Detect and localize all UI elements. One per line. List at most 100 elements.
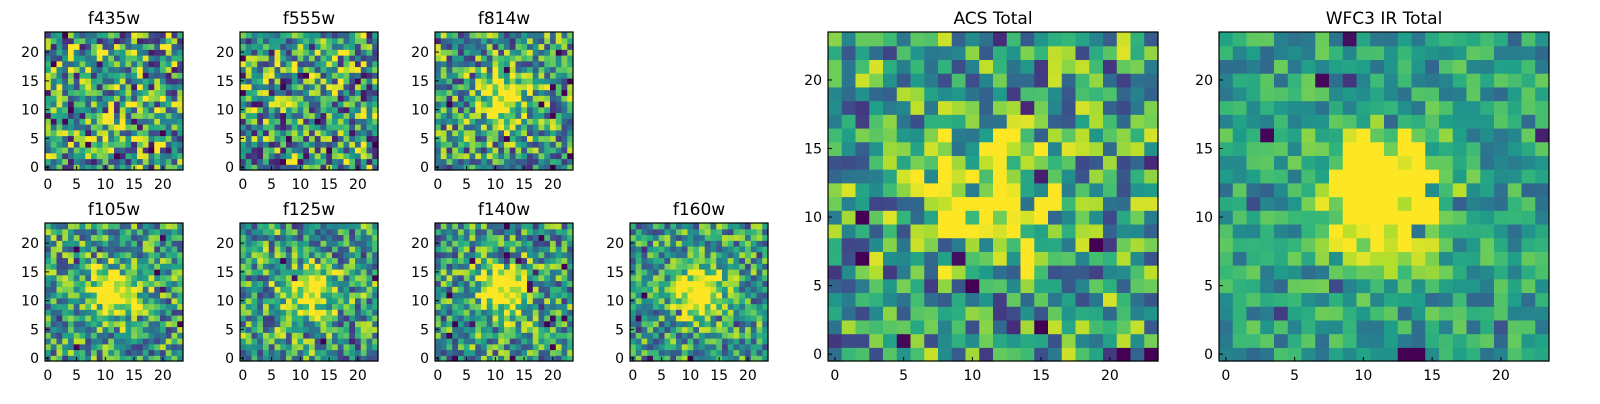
heatmap-cell <box>298 84 304 90</box>
heatmap-cell <box>966 128 980 142</box>
heatmap-cell <box>527 332 533 338</box>
heatmap-cell <box>435 223 441 229</box>
heatmap-cell <box>447 275 453 281</box>
heatmap-cell <box>516 275 522 281</box>
heatmap-cell <box>642 332 648 338</box>
heatmap-cell <box>751 240 757 246</box>
heatmap-cell <box>481 159 487 165</box>
heatmap-cell <box>120 298 126 304</box>
heatmap-cell <box>160 269 166 275</box>
heatmap-cell <box>435 38 441 44</box>
heatmap-cell <box>688 327 694 333</box>
heatmap-cell <box>309 229 315 235</box>
heatmap-cell <box>355 292 361 298</box>
heatmap-cell <box>131 113 137 119</box>
heatmap-cell <box>711 229 717 235</box>
heatmap-cell <box>103 124 109 130</box>
heatmap-cell <box>464 286 470 292</box>
heatmap-cell <box>91 344 97 350</box>
heatmap-cell <box>338 61 344 67</box>
heatmap-cell <box>315 84 321 90</box>
heatmap-cell <box>550 124 556 130</box>
heatmap-cell <box>498 281 504 287</box>
heatmap-cell <box>74 281 80 287</box>
heatmap-cell <box>705 327 711 333</box>
heatmap-cell <box>131 55 137 61</box>
heatmap-cell <box>62 235 68 241</box>
heatmap-cell <box>108 44 114 50</box>
heatmap-cell <box>659 292 665 298</box>
heatmap-cell <box>269 240 275 246</box>
heatmap-cell <box>149 321 155 327</box>
heatmap-cell <box>120 72 126 78</box>
heatmap-cell <box>154 141 160 147</box>
heatmap-cell <box>97 258 103 264</box>
heatmap-cell <box>97 315 103 321</box>
heatmap-cell <box>475 292 481 298</box>
heatmap-cell <box>464 124 470 130</box>
heatmap-cell <box>636 235 642 241</box>
heatmap-cell <box>516 136 522 142</box>
heatmap-cell <box>487 263 493 269</box>
heatmap-cell <box>498 95 504 101</box>
heatmap-cell <box>172 240 178 246</box>
heatmap-cell <box>286 338 292 344</box>
heatmap-cell <box>269 235 275 241</box>
heatmap-cell <box>952 306 966 320</box>
heatmap-cell <box>45 315 51 321</box>
heatmap-cell <box>303 292 309 298</box>
heatmap-cell <box>166 344 172 350</box>
heatmap-cell <box>1274 320 1288 334</box>
heatmap-cell <box>1007 334 1021 348</box>
heatmap-cell <box>1021 265 1035 279</box>
heatmap-cell <box>1131 320 1145 334</box>
heatmap-cell <box>367 246 373 252</box>
heatmap-cell <box>137 246 143 252</box>
heatmap-cell <box>1467 251 1481 265</box>
heatmap-cell <box>447 147 453 153</box>
heatmap-cell <box>630 252 636 258</box>
heatmap-cell <box>275 229 281 235</box>
heatmap-cell <box>246 281 252 287</box>
heatmap-cell <box>475 235 481 241</box>
heatmap-cell <box>280 95 286 101</box>
heatmap-cell <box>275 338 281 344</box>
heatmap-cell <box>734 344 740 350</box>
heatmap-cell <box>493 72 499 78</box>
heatmap-cell <box>1131 128 1145 142</box>
heatmap-cell <box>452 153 458 159</box>
heatmap-cell <box>464 136 470 142</box>
heatmap-cell <box>544 44 550 50</box>
heatmap-cell <box>458 304 464 310</box>
heatmap-cell <box>367 95 373 101</box>
heatmap-cell <box>544 252 550 258</box>
heatmap-cell <box>510 286 516 292</box>
heatmap-cell <box>556 136 562 142</box>
heatmap-cell <box>120 130 126 136</box>
heatmap-cell <box>344 32 350 38</box>
heatmap-cell <box>659 252 665 258</box>
heatmap-cell <box>103 298 109 304</box>
heatmap-cell <box>464 101 470 107</box>
heatmap-cell <box>252 332 258 338</box>
heatmap-cell <box>993 87 1007 101</box>
heatmap-cell <box>745 240 751 246</box>
heatmap-cell <box>487 338 493 344</box>
heatmap-cell <box>527 304 533 310</box>
heatmap-cell <box>464 32 470 38</box>
heatmap-cell <box>897 306 911 320</box>
heatmap-cell <box>1062 210 1076 224</box>
heatmap-cell <box>435 147 441 153</box>
heatmap-cell <box>1398 279 1412 293</box>
heatmap-cell <box>757 240 763 246</box>
heatmap-cell <box>166 309 172 315</box>
heatmap-cell <box>309 124 315 130</box>
heatmap-cell <box>533 84 539 90</box>
heatmap-cell <box>103 141 109 147</box>
heatmap-cell <box>516 281 522 287</box>
heatmap-cell <box>103 344 109 350</box>
heatmap-cell <box>338 298 344 304</box>
heatmap-cell <box>504 153 510 159</box>
heatmap-cell <box>97 147 103 153</box>
heatmap-cell <box>51 344 57 350</box>
